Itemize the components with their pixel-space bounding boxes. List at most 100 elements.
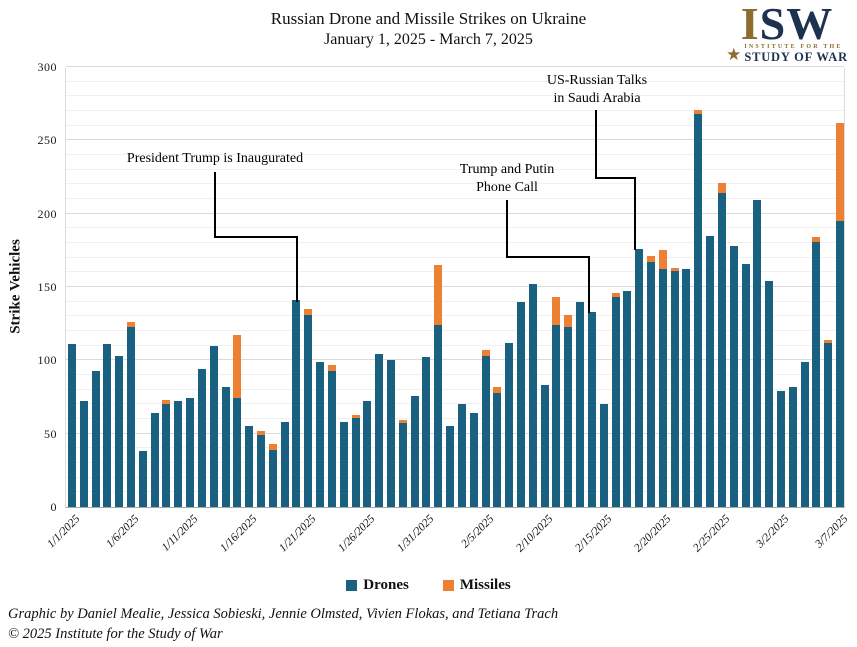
bar-drones-segment <box>824 342 833 507</box>
gridline-250 <box>66 139 844 141</box>
gridline-150 <box>66 286 844 287</box>
footer-credit: Graphic by Daniel Mealie, Jessica Sobies… <box>8 606 559 622</box>
x-tick-2/5/2025: 2/5/2025 <box>458 513 497 551</box>
bar-drones-segment <box>481 355 490 507</box>
bar-2/10/2025 <box>540 385 549 507</box>
bar-3/2/2025 <box>777 391 785 507</box>
gridline-290 <box>66 80 844 82</box>
bar-1/31/2025 <box>422 357 431 507</box>
bar-1/9/2025 <box>162 399 171 507</box>
bar-3/7/2025 <box>836 122 845 507</box>
y-tick-300: 300 <box>37 60 57 74</box>
gridline-130 <box>66 315 844 317</box>
bar-drones-segment <box>387 360 395 507</box>
annotation-saudi-talks: US-Russian Talks in Saudi Arabia <box>546 73 648 106</box>
bar-drones-segment <box>292 300 301 507</box>
y-tick-200: 200 <box>37 206 57 221</box>
bar-drones-segment <box>221 386 230 507</box>
bar-2/22/2025 <box>682 269 691 507</box>
plot-area <box>65 66 845 508</box>
bar-missiles-segment <box>824 339 833 343</box>
gridline-110 <box>66 344 844 346</box>
x-tick-1/6/2025: 1/6/2025 <box>104 513 142 551</box>
bar-drones-segment <box>351 417 360 507</box>
bar-drones-segment <box>658 269 667 507</box>
bar-3/5/2025 <box>812 237 821 507</box>
bar-drones-segment <box>446 426 455 507</box>
bar-1/15/2025 <box>233 335 242 507</box>
x-tick-1/1/2025: 1/1/2025 <box>45 513 83 551</box>
bar-missiles-segment <box>398 420 407 424</box>
bar-1/23/2025 <box>327 364 336 507</box>
bar-missiles-segment <box>552 297 561 326</box>
bar-missiles-segment <box>717 182 726 194</box>
x-tick-1/31/2025: 1/31/2025 <box>395 513 437 555</box>
bar-1/24/2025 <box>339 421 348 507</box>
bar-2/9/2025 <box>528 284 537 507</box>
bar-drones-segment <box>706 235 715 507</box>
bar-drones-segment <box>316 361 325 507</box>
bar-drones-segment <box>812 241 821 507</box>
bar-drones-segment <box>670 270 679 507</box>
bar-drones-segment <box>280 421 289 507</box>
bar-2/4/2025 <box>469 413 478 507</box>
legend-label-missiles: Missiles <box>459 577 511 593</box>
bar-1/17/2025 <box>257 430 265 507</box>
bar-drones-segment <box>434 325 443 507</box>
bar-drones-segment <box>800 361 809 507</box>
annotation-phone-call-line-h <box>506 256 590 258</box>
gridline-40 <box>66 447 844 449</box>
annotation-phone-call: Trump and Putin Phone Call <box>459 162 555 195</box>
bar-drones-segment <box>162 404 171 507</box>
chart-title-line1: Russian Drone and Missile Strikes on Ukr… <box>270 9 587 28</box>
bar-drones-segment <box>623 291 632 507</box>
y-tick-100: 100 <box>37 353 57 368</box>
bar-drones-segment <box>741 263 750 507</box>
bar-missiles-segment <box>233 335 242 399</box>
bar-drones-segment <box>457 404 466 507</box>
y-tick-50: 50 <box>44 426 57 441</box>
bar-drones-segment <box>268 449 277 507</box>
bar-1/4/2025 <box>103 344 112 507</box>
bar-1/22/2025 <box>316 361 325 507</box>
bar-drones-segment <box>91 370 100 507</box>
bar-drones-segment <box>599 404 608 507</box>
bar-drones-segment <box>777 391 785 507</box>
isw-logo: ISW ★ INSTITUTE FOR THE STUDY OF WAR <box>721 1 853 64</box>
bar-2/25/2025 <box>717 182 726 507</box>
logo-tagline-1: INSTITUTE FOR THE <box>744 44 843 50</box>
bar-drones-segment <box>422 357 431 507</box>
bar-drones-segment <box>528 284 537 507</box>
bar-2/21/2025 <box>670 267 679 507</box>
bar-drones-segment <box>788 386 797 507</box>
bar-drones-segment <box>127 326 135 507</box>
bar-1/20/2025 <box>292 300 301 507</box>
y-tick-150: 150 <box>37 280 57 294</box>
annotation-inauguration: President Trump is Inaugurated <box>126 151 304 166</box>
bar-1/19/2025 <box>280 421 289 507</box>
gridline-180 <box>66 242 844 243</box>
y-tick-250: 250 <box>37 133 57 148</box>
bar-2/2/2025 <box>446 426 455 507</box>
gridline-220 <box>66 183 844 185</box>
gridline-260 <box>66 124 844 126</box>
gridline-160 <box>66 271 844 273</box>
bar-1/2/2025 <box>79 401 88 507</box>
bar-2/20/2025 <box>658 250 667 507</box>
annotation-inauguration-line-v1 <box>214 172 216 238</box>
gridline-270 <box>66 110 844 111</box>
bar-drones-segment <box>765 281 774 507</box>
bar-2/27/2025 <box>741 263 750 507</box>
annotation-phone-call-line-v1 <box>506 200 508 258</box>
bar-1/7/2025 <box>138 451 147 507</box>
legend-label-drones: Drones <box>363 577 409 593</box>
bar-missiles-segment <box>611 292 620 298</box>
bar-2/1/2025 <box>434 265 443 507</box>
gridline-170 <box>66 256 844 258</box>
bar-missiles-segment <box>162 399 171 405</box>
bar-missiles-segment <box>257 430 265 436</box>
bar-missiles-segment <box>564 314 573 327</box>
gridline-300 <box>66 66 844 67</box>
gridline-210 <box>66 198 844 199</box>
